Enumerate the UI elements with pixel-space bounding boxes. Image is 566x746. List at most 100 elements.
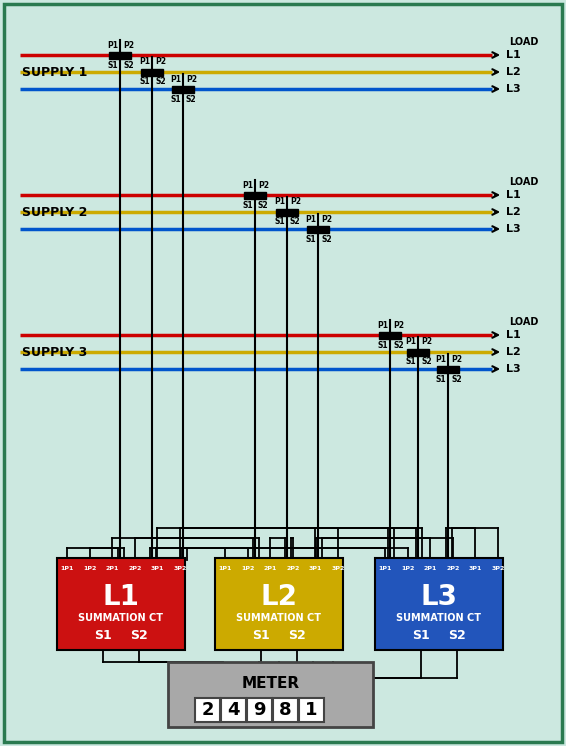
Text: 4: 4: [228, 701, 240, 719]
Text: 2: 2: [201, 701, 214, 719]
Text: 3P1: 3P1: [308, 565, 322, 571]
Text: LOAD: LOAD: [509, 37, 538, 47]
Text: 1P1: 1P1: [378, 565, 392, 571]
Text: P1: P1: [242, 181, 253, 189]
Bar: [172, 86, 194, 93]
Text: S2: S2: [321, 234, 332, 243]
Text: LOAD: LOAD: [509, 177, 538, 187]
Text: L2: L2: [506, 207, 521, 217]
Text: P2: P2: [421, 337, 432, 346]
Text: 1P2: 1P2: [83, 565, 96, 571]
Text: S1: S1: [170, 95, 181, 104]
Text: 1P2: 1P2: [241, 565, 254, 571]
Text: S1: S1: [94, 629, 112, 642]
Text: S2: S2: [130, 629, 148, 642]
Text: S2: S2: [393, 340, 404, 349]
Text: L2: L2: [260, 583, 298, 611]
Bar: [244, 192, 266, 198]
Text: S1: S1: [252, 629, 270, 642]
Text: S1: S1: [412, 629, 430, 642]
Text: 3P1: 3P1: [469, 565, 482, 571]
Text: P2: P2: [393, 321, 404, 330]
Text: 8: 8: [279, 701, 292, 719]
Text: P1: P1: [305, 215, 316, 224]
Bar: [375, 558, 503, 650]
Text: S2: S2: [186, 95, 196, 104]
Text: S1: S1: [405, 357, 416, 366]
Text: L3: L3: [421, 583, 457, 611]
Text: 3P2: 3P2: [491, 565, 505, 571]
Text: S1: S1: [275, 218, 285, 227]
Text: P2: P2: [123, 40, 134, 49]
Text: 2P1: 2P1: [264, 565, 277, 571]
Bar: [247, 698, 272, 722]
Text: 1: 1: [305, 701, 318, 719]
Text: L1: L1: [506, 330, 521, 340]
Text: P1: P1: [435, 354, 446, 363]
Text: 2P2: 2P2: [446, 565, 460, 571]
Bar: [221, 698, 246, 722]
Text: 1P1: 1P1: [218, 565, 231, 571]
Text: SUPPLY 3: SUPPLY 3: [22, 345, 87, 359]
Text: 2P2: 2P2: [286, 565, 299, 571]
Text: SUPPLY 2: SUPPLY 2: [22, 205, 87, 219]
Text: S2: S2: [288, 629, 306, 642]
Bar: [407, 348, 429, 356]
Text: METER: METER: [242, 677, 299, 692]
Bar: [109, 51, 131, 58]
Text: 3P2: 3P2: [173, 565, 187, 571]
Text: P2: P2: [258, 181, 269, 189]
Text: LOAD: LOAD: [509, 317, 538, 327]
Text: S1: S1: [139, 78, 150, 87]
Text: S2: S2: [451, 374, 462, 383]
Text: L3: L3: [506, 224, 521, 234]
Text: P2: P2: [451, 354, 462, 363]
Text: SUMMATION CT: SUMMATION CT: [79, 612, 164, 623]
Bar: [57, 558, 185, 650]
Bar: [276, 208, 298, 216]
Text: S2: S2: [258, 201, 269, 210]
Text: S2: S2: [155, 78, 166, 87]
Text: P2: P2: [290, 198, 301, 207]
Text: P1: P1: [170, 75, 181, 84]
Text: P2: P2: [186, 75, 197, 84]
Bar: [299, 698, 324, 722]
Text: L1: L1: [102, 583, 139, 611]
Text: SUPPLY 1: SUPPLY 1: [22, 66, 87, 78]
Text: 1P1: 1P1: [61, 565, 74, 571]
Text: S2: S2: [123, 60, 134, 69]
Text: L2: L2: [506, 347, 521, 357]
Text: SUMMATION CT: SUMMATION CT: [237, 612, 321, 623]
Bar: [195, 698, 220, 722]
Text: S2: S2: [448, 629, 466, 642]
Text: 2P2: 2P2: [128, 565, 142, 571]
Text: S1: S1: [435, 374, 446, 383]
Text: L2: L2: [506, 67, 521, 77]
Text: P1: P1: [274, 198, 285, 207]
Bar: [307, 225, 329, 233]
Text: P1: P1: [107, 40, 118, 49]
Text: 9: 9: [253, 701, 266, 719]
Bar: [168, 662, 373, 727]
Bar: [437, 366, 459, 372]
Bar: [215, 558, 343, 650]
Text: P1: P1: [377, 321, 388, 330]
Text: S1: S1: [306, 234, 316, 243]
Text: P2: P2: [321, 215, 332, 224]
Text: S1: S1: [242, 201, 253, 210]
Text: 3P1: 3P1: [151, 565, 164, 571]
Text: 3P2: 3P2: [331, 565, 345, 571]
Bar: [273, 698, 298, 722]
Text: L1: L1: [506, 190, 521, 200]
Text: S1: S1: [108, 60, 118, 69]
Text: 1P2: 1P2: [401, 565, 414, 571]
Text: S1: S1: [378, 340, 388, 349]
Text: L1: L1: [506, 50, 521, 60]
Text: 2P1: 2P1: [423, 565, 437, 571]
Bar: [141, 69, 163, 75]
Text: S2: S2: [421, 357, 432, 366]
Text: S2: S2: [290, 218, 301, 227]
Text: L3: L3: [506, 84, 521, 94]
Text: P2: P2: [155, 57, 166, 66]
Text: P1: P1: [139, 57, 150, 66]
